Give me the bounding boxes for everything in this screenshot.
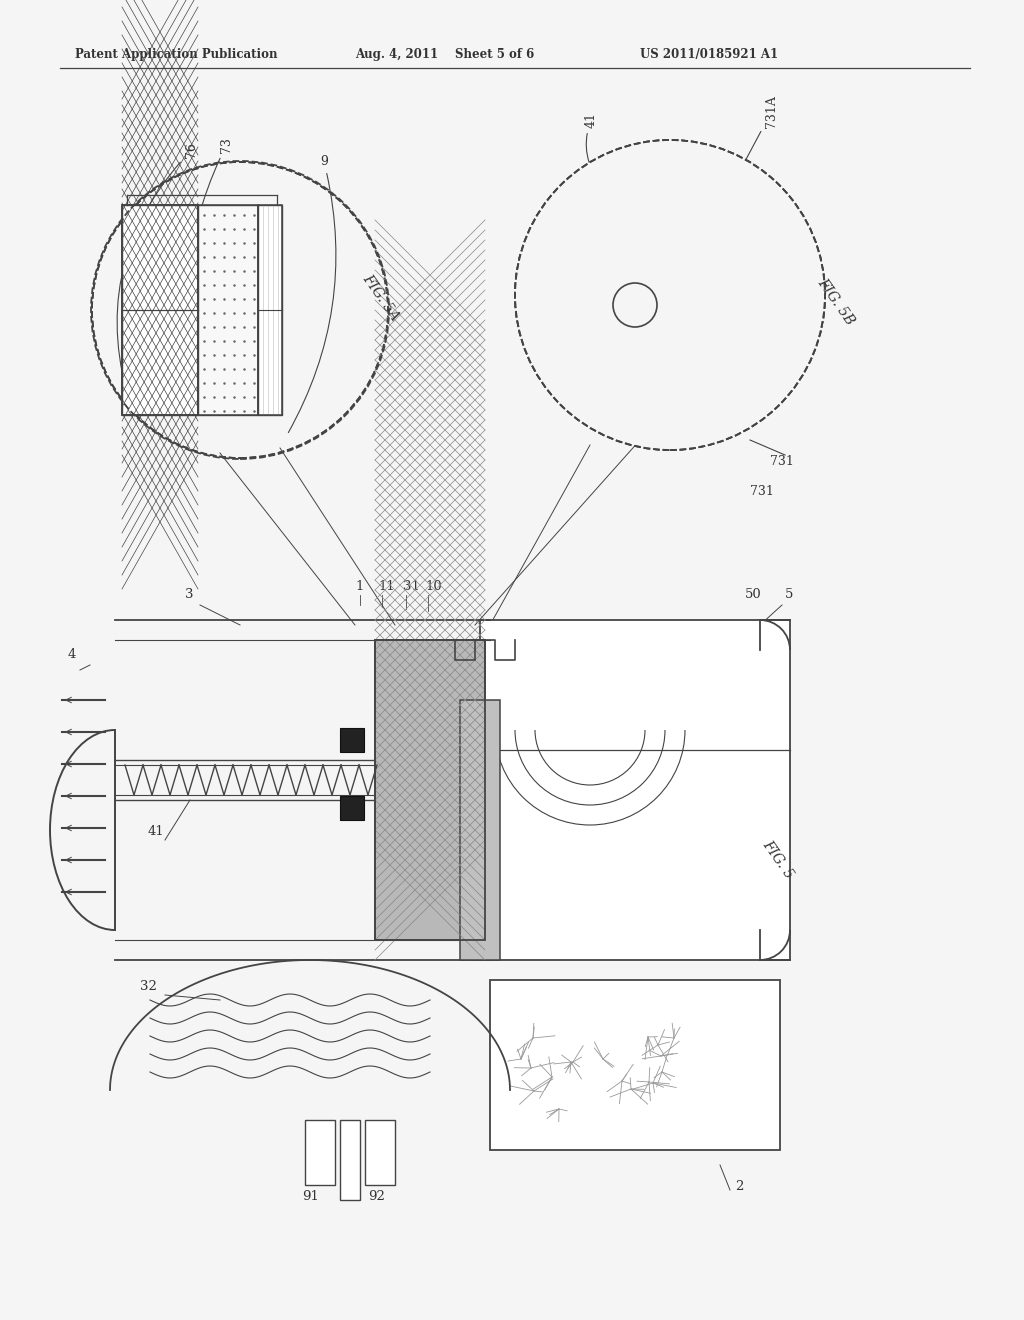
Bar bbox=[340, 729, 364, 752]
Circle shape bbox=[92, 162, 388, 458]
Text: 731: 731 bbox=[770, 455, 794, 469]
Text: 32: 32 bbox=[140, 979, 157, 993]
Bar bbox=[365, 1119, 395, 1185]
Text: 9: 9 bbox=[289, 154, 336, 433]
Text: 731A: 731A bbox=[736, 95, 778, 178]
Circle shape bbox=[515, 140, 825, 450]
Bar bbox=[730, 176, 760, 414]
Bar bbox=[122, 205, 198, 414]
Text: 9: 9 bbox=[342, 1191, 350, 1203]
Text: FIG. 5B: FIG. 5B bbox=[815, 276, 857, 327]
Bar bbox=[460, 700, 500, 960]
Bar bbox=[122, 205, 198, 414]
Bar bbox=[122, 205, 198, 414]
Text: 11: 11 bbox=[378, 579, 394, 593]
Circle shape bbox=[515, 140, 825, 450]
Text: 1: 1 bbox=[355, 579, 364, 593]
Text: 41: 41 bbox=[148, 825, 165, 838]
Text: 4: 4 bbox=[68, 648, 77, 661]
Bar bbox=[480, 620, 790, 960]
Text: 50: 50 bbox=[745, 587, 762, 601]
Text: FIG. 5A: FIG. 5A bbox=[360, 271, 402, 323]
Bar bbox=[340, 796, 364, 820]
Bar bbox=[198, 205, 258, 414]
Text: 10: 10 bbox=[425, 579, 441, 593]
Text: 91: 91 bbox=[302, 1191, 318, 1203]
Text: Patent Application Publication: Patent Application Publication bbox=[75, 48, 278, 61]
Bar bbox=[258, 205, 282, 414]
Text: 41: 41 bbox=[585, 112, 598, 162]
Text: Aug. 4, 2011: Aug. 4, 2011 bbox=[355, 48, 438, 61]
Text: Sheet 5 of 6: Sheet 5 of 6 bbox=[455, 48, 535, 61]
Text: US 2011/0185921 A1: US 2011/0185921 A1 bbox=[640, 48, 778, 61]
Text: 3: 3 bbox=[185, 587, 194, 601]
Text: FIG. 5: FIG. 5 bbox=[760, 837, 797, 880]
Circle shape bbox=[613, 282, 657, 327]
Bar bbox=[340, 1119, 360, 1200]
Bar bbox=[375, 640, 485, 940]
Text: 5: 5 bbox=[785, 587, 794, 601]
Text: 2: 2 bbox=[735, 1180, 743, 1193]
Text: 73: 73 bbox=[187, 137, 233, 408]
Bar bbox=[375, 640, 485, 940]
Text: 31: 31 bbox=[403, 579, 420, 593]
Bar bbox=[198, 205, 258, 414]
Polygon shape bbox=[549, 265, 624, 325]
Bar bbox=[490, 979, 780, 1150]
Bar bbox=[730, 176, 760, 414]
Polygon shape bbox=[621, 313, 682, 388]
Text: 76: 76 bbox=[117, 143, 198, 408]
Text: 731: 731 bbox=[750, 484, 774, 498]
Polygon shape bbox=[632, 234, 701, 305]
Bar bbox=[258, 205, 282, 414]
Text: 92: 92 bbox=[368, 1191, 385, 1203]
Bar bbox=[305, 1119, 335, 1185]
